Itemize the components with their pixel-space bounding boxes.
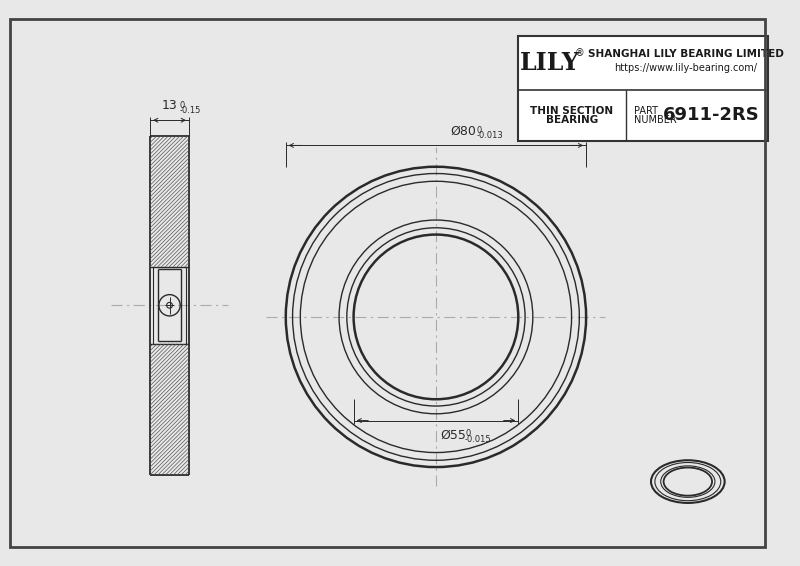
Text: -0.013: -0.013 bbox=[477, 131, 503, 140]
Text: 6911-2RS: 6911-2RS bbox=[663, 106, 760, 125]
Text: -0.015: -0.015 bbox=[465, 435, 492, 444]
Text: 0: 0 bbox=[477, 126, 482, 135]
Text: THIN SECTION: THIN SECTION bbox=[530, 106, 614, 115]
Text: Ø55: Ø55 bbox=[441, 428, 466, 441]
Text: 13: 13 bbox=[162, 100, 178, 113]
Text: 0: 0 bbox=[179, 101, 185, 110]
Text: BEARING: BEARING bbox=[546, 115, 598, 125]
Text: PART: PART bbox=[634, 106, 658, 115]
Bar bbox=[518, 36, 768, 140]
Text: -0.15: -0.15 bbox=[179, 106, 201, 115]
Text: NUMBER: NUMBER bbox=[634, 115, 676, 125]
Text: ®: ® bbox=[574, 49, 584, 58]
Bar bbox=[518, 36, 768, 140]
Text: Ø80: Ø80 bbox=[450, 125, 476, 138]
Text: 0: 0 bbox=[465, 429, 470, 438]
Text: SHANGHAI LILY BEARING LIMITED: SHANGHAI LILY BEARING LIMITED bbox=[588, 49, 784, 59]
Text: https://www.lily-bearing.com/: https://www.lily-bearing.com/ bbox=[614, 63, 758, 73]
Text: LILY: LILY bbox=[519, 51, 579, 75]
